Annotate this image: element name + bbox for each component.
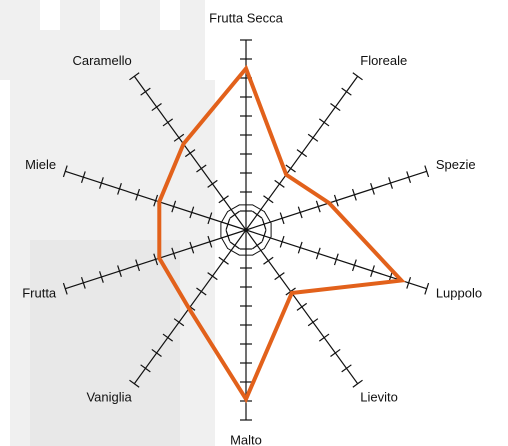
axis-label: Malto — [230, 432, 262, 446]
tick-mark — [252, 242, 262, 249]
tick-mark — [353, 73, 363, 80]
tick-mark — [286, 165, 296, 172]
axis-label: Floreale — [360, 53, 407, 68]
tick-mark — [297, 150, 307, 157]
tick-mark — [308, 319, 318, 326]
axis-label: Miele — [25, 157, 56, 172]
tick-mark — [319, 334, 329, 341]
tick-mark — [275, 273, 285, 280]
chart: Frutta Secca Floreale Spezie Luppolo Lievito… — [0, 0, 508, 446]
tick-mark — [219, 196, 229, 203]
tick-mark — [353, 380, 363, 387]
tick-mark — [275, 180, 285, 187]
tick-mark — [252, 211, 262, 218]
tick-mark — [308, 134, 318, 141]
tick-mark — [330, 349, 340, 356]
axis-label: Frutta Secca — [209, 10, 283, 25]
tick-mark — [319, 119, 329, 126]
axis-label: Vaniglia — [86, 390, 132, 405]
tick-mark — [230, 211, 240, 218]
axis-label: Lievito — [360, 390, 398, 405]
axis-label: Caramello — [72, 53, 131, 68]
tick-mark — [342, 365, 352, 372]
axis-label: Spezie — [436, 157, 476, 172]
axis-label: Luppolo — [436, 286, 482, 301]
tick-mark — [263, 196, 273, 203]
tick-mark — [263, 257, 273, 264]
tick-mark — [342, 88, 352, 95]
axis-label: Frutta — [22, 286, 57, 301]
tick-mark — [330, 104, 340, 111]
tick-mark — [230, 242, 240, 249]
tick-mark — [297, 303, 307, 310]
tick-mark — [219, 257, 229, 264]
